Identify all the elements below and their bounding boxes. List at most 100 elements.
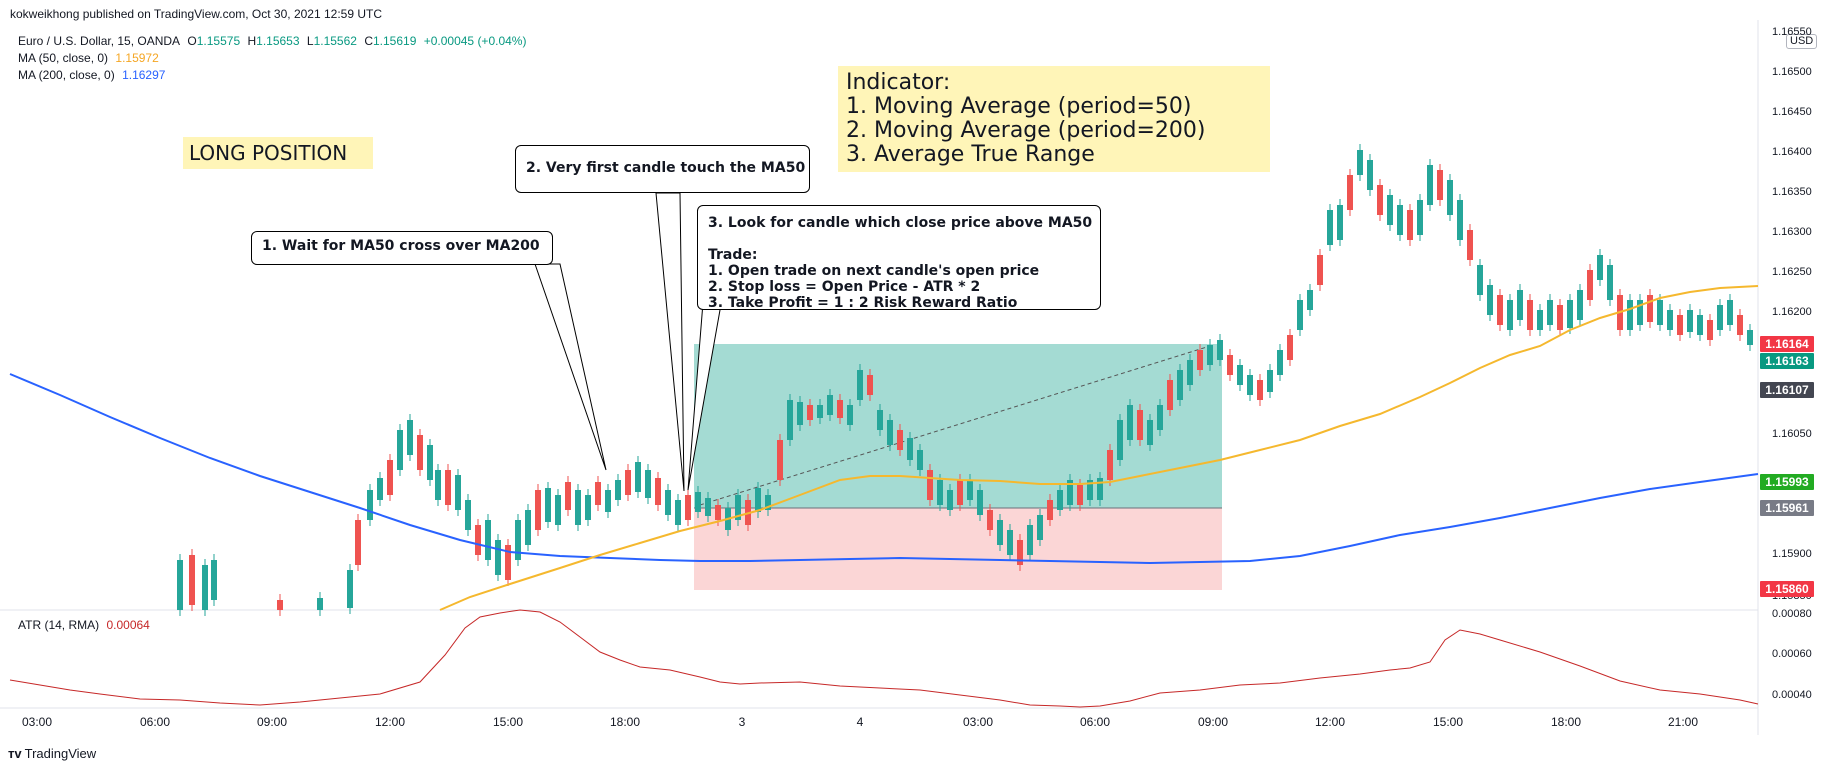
- candle-body: [397, 430, 403, 470]
- price-tick: 1.16500: [1772, 66, 1812, 78]
- ma50-legend[interactable]: MA (50, close, 0) 1.15972: [18, 51, 163, 65]
- candle-body: [1457, 200, 1463, 240]
- price-tick: 1.15900: [1772, 548, 1812, 560]
- candle-body: [1377, 185, 1383, 215]
- candle-body: [1187, 360, 1193, 385]
- candle-body: [1657, 300, 1663, 325]
- candle-body: [1117, 420, 1123, 460]
- candle-body: [777, 440, 783, 480]
- callout-1[interactable]: 1. Wait for MA50 cross over MA200: [251, 231, 553, 265]
- candle-body: [1127, 405, 1133, 440]
- candle-body: [367, 490, 373, 520]
- candle-body: [1087, 480, 1093, 500]
- low-value: 1.15562: [313, 34, 357, 48]
- candle-body: [525, 510, 531, 545]
- publish-line: kokweikhong published on TradingView.com…: [10, 7, 382, 21]
- candle-body: [765, 495, 771, 510]
- candle-body: [535, 490, 541, 530]
- candle-body: [787, 400, 793, 440]
- atr-tick: 0.00060: [1772, 648, 1812, 660]
- callout-3[interactable]: 3. Look for candle which close price abo…: [697, 205, 1101, 311]
- candle-body: [1677, 315, 1683, 335]
- tradingview-brand[interactable]: ᴛᴠ TradingView: [8, 746, 96, 761]
- candle-body: [695, 492, 701, 512]
- time-tick: 4: [856, 715, 864, 729]
- atr-legend[interactable]: ATR (14, RMA) 0.00064: [18, 618, 154, 632]
- candle-body: [1647, 295, 1653, 322]
- price-tag-entry: 1.15961: [1760, 500, 1814, 516]
- candle-body: [1007, 530, 1013, 555]
- candle-body: [1637, 300, 1643, 325]
- candle-body: [857, 370, 863, 400]
- candle-body: [1407, 210, 1413, 240]
- candle-body: [837, 400, 843, 418]
- price-tag-last-ask: 1.16163: [1760, 353, 1814, 369]
- symbol-legend: Euro / U.S. Dollar, 15, OANDA O1.15575 H…: [18, 34, 530, 48]
- price-tick: 1.16300: [1772, 226, 1812, 238]
- candle-body: [565, 482, 571, 510]
- candle-body: [1207, 345, 1213, 365]
- candle-body: [545, 488, 551, 522]
- long-position-label[interactable]: LONG POSITION: [183, 137, 373, 169]
- candles-layer: [177, 144, 1753, 616]
- symbol-name[interactable]: Euro / U.S. Dollar, 15, OANDA: [18, 34, 181, 48]
- time-tick: 06:00: [1079, 715, 1111, 729]
- ma200-legend[interactable]: MA (200, close, 0) 1.16297: [18, 68, 169, 82]
- candle-body: [585, 495, 591, 520]
- candle-body: [1447, 180, 1453, 215]
- candle-body: [595, 482, 601, 505]
- close-value: 1.15619: [372, 34, 417, 48]
- candle-body: [1667, 310, 1673, 330]
- candle-body: [665, 490, 671, 515]
- candle-body: [1497, 295, 1503, 325]
- candle-body: [1257, 380, 1263, 400]
- candle-body: [977, 490, 983, 515]
- candle-body: [1517, 290, 1523, 320]
- time-tick: 06:00: [139, 715, 171, 729]
- time-tick: 12:00: [1314, 715, 1346, 729]
- brand-label: TradingView: [24, 746, 97, 761]
- candle-body: [1387, 195, 1393, 225]
- candle-body: [1267, 370, 1273, 392]
- candle-body: [947, 490, 953, 510]
- callout-2[interactable]: 2. Very first candle touch the MA50: [515, 145, 810, 193]
- candle-body: [1707, 320, 1713, 340]
- time-tick: 03:00: [21, 715, 53, 729]
- candle-body: [1437, 170, 1443, 200]
- price-tick: 1.16350: [1772, 186, 1812, 198]
- candle-body: [957, 480, 963, 505]
- candle-body: [877, 410, 883, 430]
- candle-body: [1737, 315, 1743, 335]
- candle-body: [1297, 300, 1303, 330]
- candle-body: [1327, 210, 1333, 245]
- candle-body: [847, 405, 853, 425]
- candle-body: [211, 560, 217, 600]
- price-tick: 1.16200: [1772, 306, 1812, 318]
- candle-body: [1137, 410, 1143, 440]
- candle-body: [555, 495, 561, 525]
- candle-body: [475, 525, 481, 555]
- candle-body: [1247, 375, 1253, 395]
- stop-loss-zone: [694, 508, 1222, 590]
- candle-body: [625, 470, 631, 495]
- callout2-pointer: [655, 192, 685, 492]
- candle-body: [987, 510, 993, 530]
- atr-label: ATR (14, RMA): [18, 618, 100, 632]
- candle-body: [1017, 540, 1023, 565]
- candle-body: [887, 420, 893, 445]
- candle-body: [1197, 350, 1203, 370]
- price-tick: 1.16250: [1772, 266, 1812, 278]
- candle-body: [675, 500, 681, 525]
- price-tick: 1.16050: [1772, 428, 1812, 440]
- candle-body: [1077, 485, 1083, 505]
- time-tick: 3: [738, 715, 746, 729]
- candle-body: [1097, 478, 1103, 500]
- currency-label[interactable]: USD: [1786, 34, 1818, 49]
- trade-diagonal: [699, 345, 1211, 506]
- candle-body: [1477, 265, 1483, 295]
- indicator-note[interactable]: Indicator: 1. Moving Average (period=50)…: [838, 66, 1270, 172]
- candle-body: [1167, 380, 1173, 410]
- candle-body: [465, 500, 471, 530]
